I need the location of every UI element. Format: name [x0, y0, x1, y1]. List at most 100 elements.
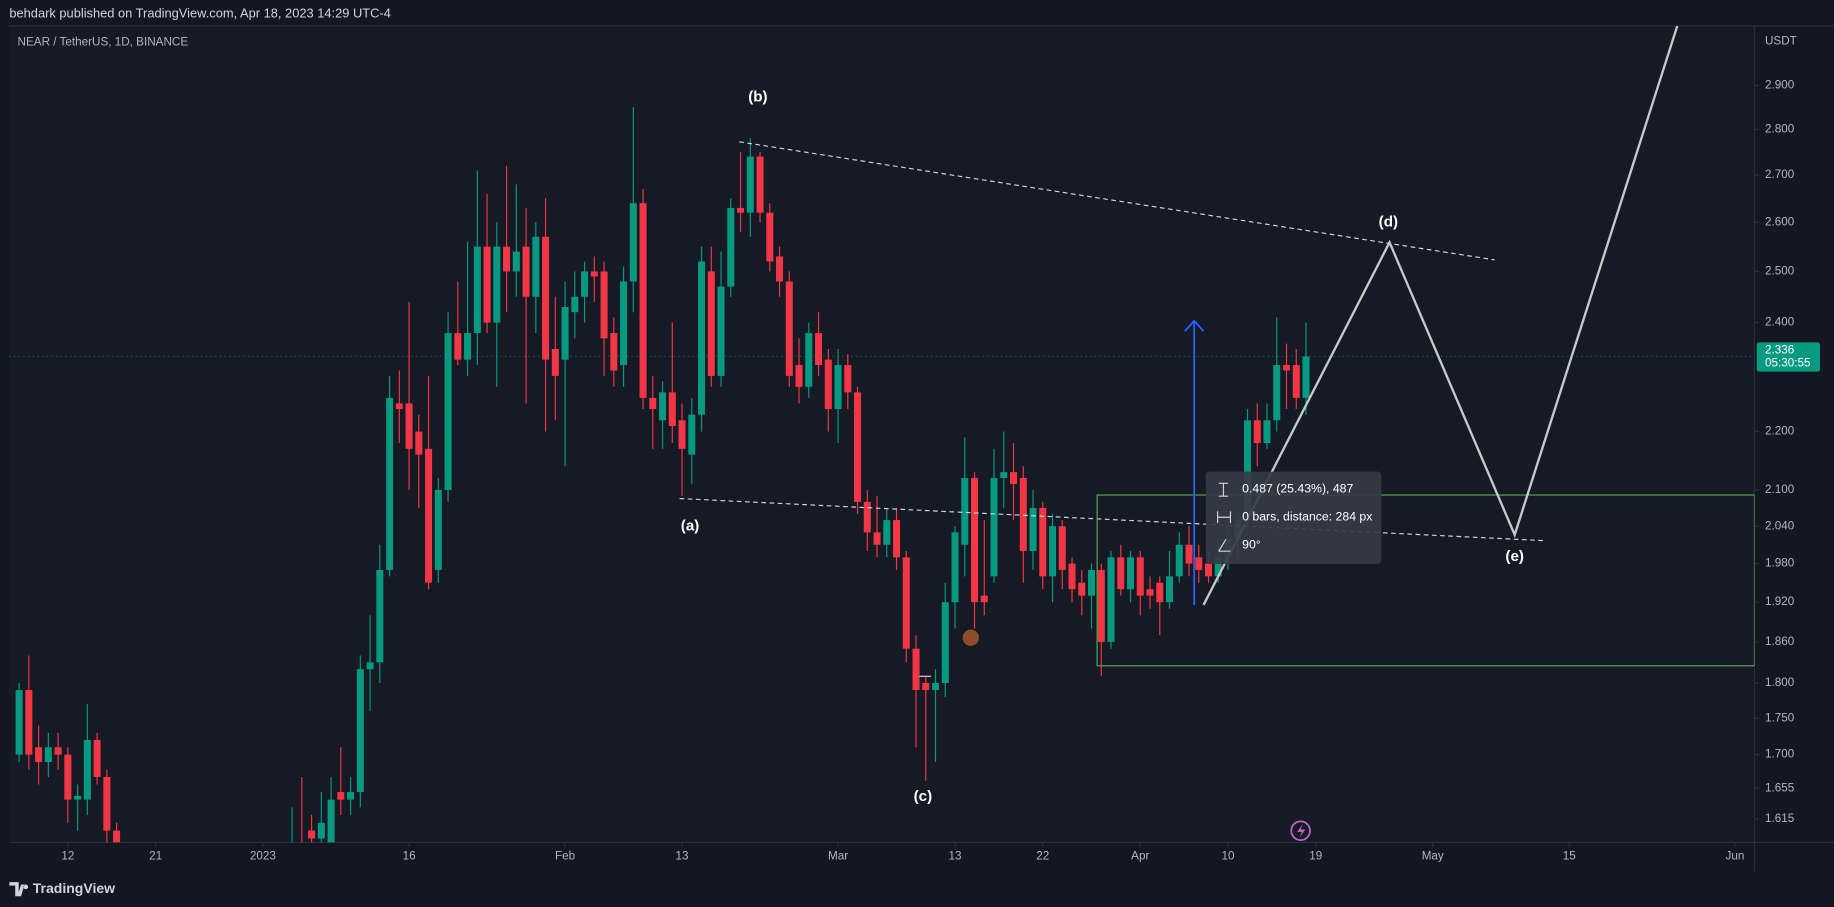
candle-body — [1029, 507, 1037, 552]
candle-body — [737, 207, 745, 213]
candle-body — [337, 792, 345, 800]
wave-label: (c) — [914, 788, 933, 805]
y-tick-label: 1.750 — [1765, 711, 1795, 724]
candle-body — [678, 420, 686, 449]
candle-body — [815, 333, 823, 366]
tooltip-box — [1205, 471, 1382, 565]
y-tick-label: 2.200 — [1765, 425, 1795, 438]
icon-height — [1218, 482, 1229, 497]
x-tick-label: 22 — [1036, 850, 1049, 863]
candle-body — [863, 501, 871, 533]
candle-body — [746, 156, 754, 213]
wave-label: (b) — [748, 88, 767, 105]
event-circle[interactable] — [1290, 820, 1311, 841]
candle-body — [366, 662, 374, 670]
candle-body — [873, 532, 881, 545]
candle-body — [512, 251, 520, 272]
y-tick-label: 2.800 — [1765, 123, 1795, 136]
footer — [0, 871, 1834, 907]
symbol-title: NEAR / TetherUS, 1D, BINANCE — [18, 35, 189, 48]
candle-body — [483, 246, 491, 323]
candle-body — [35, 747, 43, 763]
candle-body — [551, 348, 559, 376]
candle-body — [951, 532, 959, 603]
y-tick-label: 1.980 — [1765, 557, 1795, 570]
y-tick-label: 2.500 — [1765, 265, 1795, 278]
trend-line-b — [739, 141, 1495, 261]
y-tick-label: 1.920 — [1765, 595, 1795, 608]
candle-body — [698, 261, 706, 415]
x-tick-label: 19 — [1309, 850, 1322, 863]
candle-body — [590, 271, 598, 277]
candle-body — [327, 799, 335, 843]
candle-body — [386, 397, 394, 570]
candle-body — [1156, 582, 1164, 603]
candle-body — [610, 333, 618, 371]
candle-body — [932, 683, 940, 691]
range-box — [1096, 494, 1755, 667]
candle-body — [707, 271, 715, 376]
y-tick-label: 2.040 — [1765, 519, 1795, 532]
wave-label: (e) — [1505, 548, 1524, 565]
candle-body — [542, 236, 550, 360]
candle-body — [464, 333, 472, 360]
candle-body — [727, 207, 735, 287]
x-tick-label: Feb — [555, 850, 576, 863]
candle-body — [64, 754, 72, 800]
candle-body — [454, 333, 462, 360]
candle-body — [971, 478, 979, 603]
candle-body — [347, 792, 355, 800]
candle-body — [990, 478, 998, 577]
y-tick-label: 1.860 — [1765, 635, 1795, 648]
icon-angle — [1218, 539, 1231, 552]
candle-body — [980, 595, 988, 603]
x-tick-label: 16 — [403, 850, 416, 863]
candle-body — [1166, 576, 1174, 603]
candle-body — [1019, 478, 1027, 552]
candle-body — [893, 520, 901, 558]
candle-body — [688, 414, 696, 455]
candle-body — [1078, 582, 1086, 596]
y-tick-label: 2.700 — [1765, 168, 1795, 181]
marker — [962, 629, 979, 646]
icon-width — [1217, 511, 1232, 524]
candle-body — [1000, 472, 1008, 479]
candle-body — [1302, 356, 1310, 398]
candle-body — [600, 271, 608, 339]
candle-body — [93, 739, 101, 777]
candle-body — [581, 271, 589, 297]
candle-body — [473, 246, 481, 334]
candle-body — [668, 392, 676, 426]
candle-body — [1049, 526, 1057, 577]
events-icon[interactable] — [1290, 820, 1311, 841]
trend-line-a — [679, 497, 1544, 542]
candle-body — [415, 431, 423, 455]
event-bolt[interactable] — [1297, 823, 1306, 838]
y-tick-label: 1.800 — [1765, 676, 1795, 689]
candle-body — [1253, 420, 1261, 444]
candle-body — [1273, 365, 1281, 421]
candle-body — [1195, 557, 1203, 570]
candle-body — [844, 365, 852, 393]
wave-labels: (a) (b) (c) (d) (e) — [681, 88, 1524, 804]
candle-body — [15, 690, 23, 755]
candle-body — [405, 403, 413, 449]
candle-body — [1107, 557, 1115, 642]
candle-body — [902, 557, 910, 649]
x-tick-label: 15 — [1563, 850, 1577, 863]
measure-tooltip: 0.487 (25.43%), 487 0 bars, distance: 28… — [1205, 471, 1382, 565]
candle-body — [1127, 557, 1135, 590]
candle-body — [1068, 563, 1076, 590]
candle-body — [1243, 420, 1252, 521]
candle-body — [1058, 526, 1066, 570]
candle-body — [532, 236, 540, 297]
wave-label: (a) — [681, 518, 700, 535]
y-tick-label: 2.600 — [1765, 215, 1795, 228]
measure-arrowhead — [1184, 319, 1205, 332]
candle-body — [922, 683, 930, 691]
candle-body — [912, 648, 920, 691]
candle-body — [659, 392, 667, 421]
x-tick-label: 10 — [1221, 850, 1235, 863]
